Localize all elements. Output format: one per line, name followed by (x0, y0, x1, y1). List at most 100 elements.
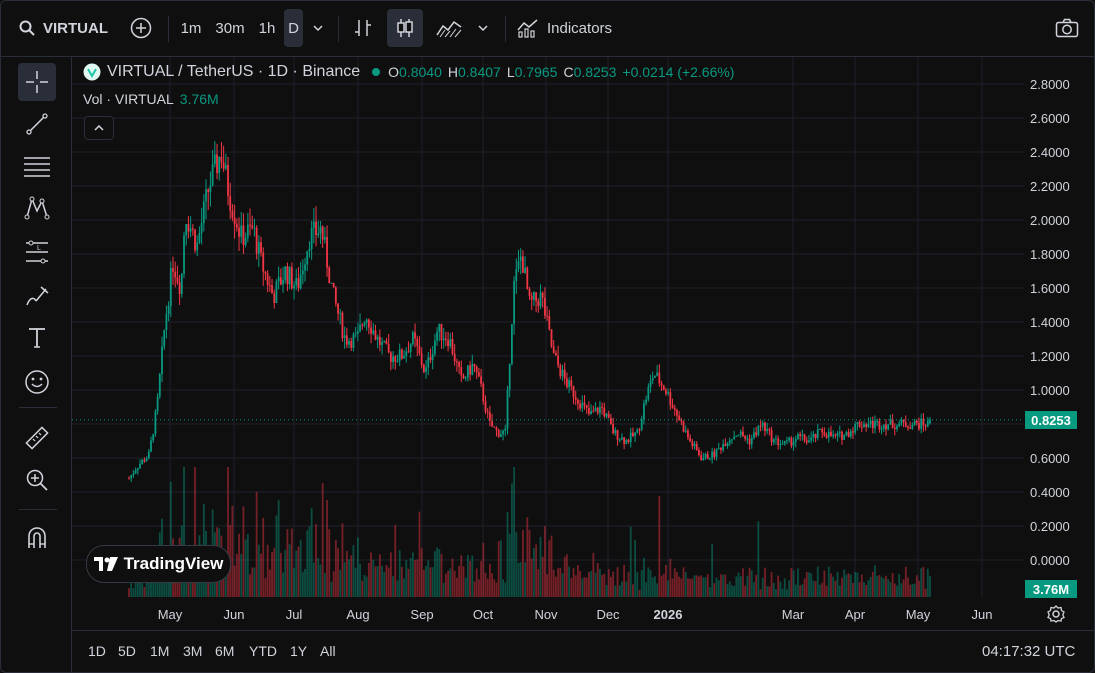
candle (865, 422, 868, 432)
magnet-tool[interactable] (18, 519, 56, 557)
volume-bar (645, 582, 648, 597)
candle (601, 402, 604, 415)
volume-bar (843, 569, 846, 597)
chart-type-dropdown[interactable] (471, 9, 495, 47)
volume-bar (596, 563, 599, 597)
volume-bar (262, 517, 265, 597)
range-1d[interactable]: 1D (88, 643, 106, 659)
collapse-legend-button[interactable] (84, 116, 114, 140)
range-1y[interactable]: 1Y (290, 643, 308, 659)
interval-1m[interactable]: 1m (180, 19, 202, 37)
utc-clock[interactable]: 04:17:32 UTC (982, 643, 1076, 660)
snapshot-button[interactable] (1049, 9, 1085, 47)
interval-dropdown[interactable] (305, 9, 331, 47)
market-status-dot[interactable] (372, 68, 381, 76)
tradingview-logo[interactable]: TradingView (86, 545, 231, 583)
volume-bar (251, 567, 254, 597)
volume-bar (367, 562, 370, 597)
volume-bar (660, 575, 663, 597)
volume-bar (614, 585, 617, 597)
candle (251, 215, 254, 230)
volume-bar (343, 562, 346, 597)
candles-chart-type-button[interactable] (387, 9, 423, 47)
volume-bars (128, 467, 931, 597)
candle (411, 330, 414, 347)
indicators-button[interactable]: Indicators (517, 9, 612, 47)
volume-bar (277, 500, 280, 597)
range-1m[interactable]: 1M (150, 643, 170, 659)
candle (913, 418, 916, 426)
volume-bar (530, 558, 533, 597)
time-axis[interactable]: May Jun Jul Aug Sep Oct Nov Dec 2026 Mar Apr May Jun (158, 607, 993, 622)
range-6m[interactable]: 6M (215, 643, 235, 659)
range-ytd[interactable]: YTD (249, 643, 277, 659)
emoji-tool[interactable] (18, 363, 56, 401)
candle (810, 431, 813, 444)
symbol-search-button[interactable]: VIRTUAL (19, 9, 115, 47)
ruler-tool[interactable] (18, 419, 56, 457)
candle (792, 437, 795, 451)
candle (183, 231, 185, 279)
candle (209, 171, 212, 207)
candle (332, 282, 335, 288)
candle (156, 392, 159, 415)
candle (257, 235, 260, 267)
horizontal-lines-tool[interactable] (18, 147, 56, 185)
brush-tool[interactable] (18, 277, 56, 315)
price-axis[interactable]: 2.8000 2.6000 2.4000 2.2000 2.0000 1.8000 1.60… (1030, 77, 1070, 568)
range-3m[interactable]: 3M (183, 643, 203, 659)
volume-bar (136, 573, 139, 597)
range-all[interactable]: All (320, 643, 336, 659)
volume-bar (889, 582, 892, 597)
volume-value: 3.76M (179, 91, 219, 107)
price-chart[interactable]: 2.8000 2.6000 2.4000 2.2000 2.0000 1.8000 1.60… (72, 57, 1094, 629)
candle (365, 318, 368, 331)
candle (290, 262, 293, 290)
zoom-in-tool[interactable] (18, 461, 56, 499)
volume-bar (794, 584, 797, 597)
candle (550, 329, 553, 349)
bars-chart-type-button[interactable] (345, 9, 381, 47)
candle (656, 365, 659, 377)
candle (594, 402, 597, 412)
candle (689, 434, 692, 443)
time-tick-label: Mar (782, 607, 805, 622)
volume-bar (431, 567, 434, 597)
candle (301, 259, 304, 285)
volume-bar (436, 547, 438, 597)
candle (561, 364, 564, 381)
volume-label[interactable]: Vol · VIRTUAL (83, 91, 174, 107)
compare-symbol-button[interactable] (123, 9, 159, 47)
time-tick-label: 2026 (654, 607, 683, 622)
interval-1h[interactable]: 1h (258, 19, 276, 37)
virtual-logo-icon (83, 63, 101, 81)
crosshair-tool[interactable] (18, 63, 56, 101)
area-chart-type-button[interactable] (431, 9, 467, 47)
volume-bar (654, 576, 656, 597)
volume-bar (513, 467, 515, 597)
interval-d[interactable]: D (284, 9, 303, 47)
trend-line-tool[interactable] (18, 105, 56, 143)
price-tick-label: 1.8000 (1030, 247, 1070, 262)
candle (469, 360, 471, 381)
volume-bar (482, 542, 485, 597)
symbol-title[interactable]: VIRTUAL / TetherUS · 1D · Binance (107, 63, 361, 80)
measure-projection-tool[interactable]: L (18, 233, 56, 271)
volume-bar (403, 578, 405, 597)
candle (429, 348, 432, 364)
candle (856, 421, 859, 431)
volume-bar (845, 574, 848, 597)
candle (506, 385, 509, 435)
interval-30m[interactable]: 30m (215, 19, 245, 37)
range-5d[interactable]: 5D (118, 643, 136, 659)
volume-bar (497, 541, 500, 597)
text-tool[interactable] (18, 319, 56, 357)
volume-bar (244, 539, 247, 597)
axis-settings-button[interactable] (1046, 604, 1066, 629)
price-tick-label: 1.0000 (1030, 383, 1070, 398)
volume-bar (293, 568, 295, 597)
volume-bar (224, 568, 227, 597)
pattern-tool[interactable] (18, 189, 56, 227)
bottom-toolbar: 1D 5D 1M 3M 6M YTD 1Y All 04:17:32 UTC (72, 630, 1094, 672)
volume-bar (779, 581, 782, 597)
